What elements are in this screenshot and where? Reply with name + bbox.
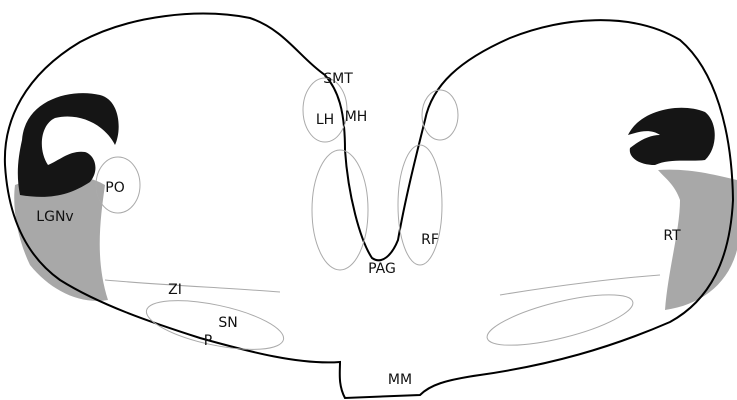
label: LH (316, 112, 334, 128)
label: LGNv (36, 209, 73, 225)
label: RF (421, 232, 439, 248)
label: MH (345, 109, 368, 125)
label: SMT (323, 71, 353, 87)
label: PO (105, 180, 124, 196)
label: P (204, 333, 212, 349)
label: SN (218, 315, 237, 331)
label: RT (663, 228, 681, 244)
brain-section-diagram: SMT LH MH PO LGNv RF PAG RT ZI SN P MM (0, 0, 737, 400)
label: MM (388, 372, 412, 388)
label: ZI (168, 282, 182, 298)
label: PAG (368, 261, 396, 277)
